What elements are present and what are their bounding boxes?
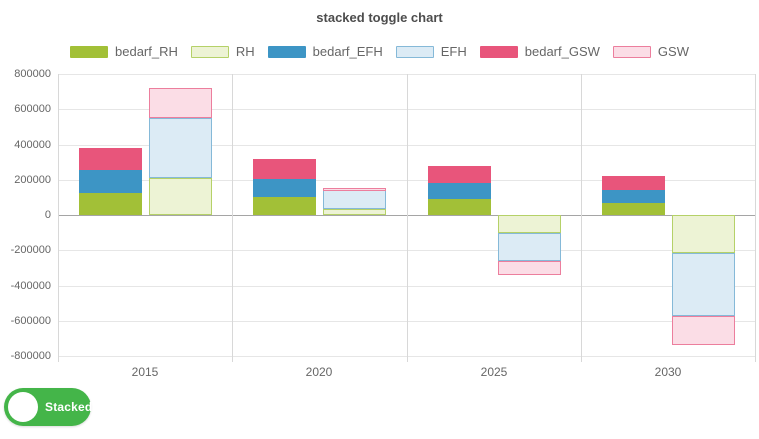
bar-segment-EFH-2030[interactable] xyxy=(672,253,735,316)
bar-segment-bedarf_EFH-2015[interactable] xyxy=(79,170,142,193)
toggle-knob-circle xyxy=(8,392,38,422)
y-gridline-800000 xyxy=(58,74,755,75)
bar-segment-bedarf_RH-2015[interactable] xyxy=(79,193,142,215)
chart-title: stacked toggle chart xyxy=(316,10,443,25)
bar-segment-bedarf_GSW-2025[interactable] xyxy=(428,166,491,183)
legend-swatch-RH xyxy=(190,45,229,58)
legend-item-RH[interactable]: RH xyxy=(190,44,255,59)
legend-label: bedarf_RH xyxy=(115,44,178,59)
y-gridline-600000 xyxy=(58,109,755,110)
bar-segment-bedarf_RH-2030[interactable] xyxy=(602,203,665,215)
bar-segment-RH-2020[interactable] xyxy=(323,209,386,215)
x-gridline xyxy=(581,74,582,362)
y-gridline--800000 xyxy=(58,356,755,357)
y-axis-tick-label: 0 xyxy=(44,209,51,221)
y-gridline--400000 xyxy=(58,286,755,287)
y-gridline--200000 xyxy=(58,250,755,251)
bar-segment-GSW-2020[interactable] xyxy=(323,188,386,191)
bar-segment-EFH-2015[interactable] xyxy=(149,118,212,178)
bar-segment-EFH-2020[interactable] xyxy=(323,190,386,209)
y-axis-tick-label: 600000 xyxy=(14,103,51,115)
y-axis-tick-label: -200000 xyxy=(10,244,51,256)
y-axis-tick-label: -800000 xyxy=(10,350,51,362)
bar-segment-bedarf_GSW-2015[interactable] xyxy=(79,148,142,170)
bar-segment-bedarf_RH-2025[interactable] xyxy=(428,199,491,215)
legend-item-bedarf_RH[interactable]: bedarf_RH xyxy=(70,45,178,58)
legend-swatch-GSW xyxy=(612,45,651,58)
bar-segment-bedarf_EFH-2030[interactable] xyxy=(602,190,665,203)
bar-segment-GSW-2015[interactable] xyxy=(149,88,212,118)
x-axis-tick-label-2015: 2015 xyxy=(131,365,159,379)
legend-swatch-bedarf_GSW xyxy=(479,45,518,58)
legend-item-bedarf_EFH[interactable]: bedarf_EFH xyxy=(267,44,383,59)
legend-label: EFH xyxy=(440,44,467,59)
legend: bedarf_RH RH bedarf_EFH EFH bedarf_GSW GSW xyxy=(0,45,759,58)
bar-segment-bedarf_GSW-2030[interactable] xyxy=(602,176,665,190)
bar-segment-RH-2025[interactable] xyxy=(498,215,561,233)
bar-segment-GSW-2030[interactable] xyxy=(672,316,735,345)
x-gridline xyxy=(58,74,59,362)
y-axis-tick-label: 200000 xyxy=(14,174,51,186)
y-gridline-0 xyxy=(58,215,755,216)
x-gridline xyxy=(407,74,408,362)
legend-item-GSW[interactable]: GSW xyxy=(612,44,689,59)
y-axis-tick-label: 400000 xyxy=(14,139,51,151)
bar-segment-bedarf_EFH-2025[interactable] xyxy=(428,183,491,199)
x-axis-tick-label-2030: 2030 xyxy=(654,365,682,379)
bar-segment-bedarf_EFH-2020[interactable] xyxy=(253,179,316,197)
legend-label: bedarf_GSW xyxy=(524,44,600,59)
bar-segment-RH-2015[interactable] xyxy=(149,178,212,215)
bar-segment-GSW-2025[interactable] xyxy=(498,261,561,275)
legend-label: RH xyxy=(235,44,255,59)
x-axis-tick-label-2020: 2020 xyxy=(305,365,333,379)
bar-segment-bedarf_GSW-2020[interactable] xyxy=(253,159,316,179)
legend-swatch-EFH xyxy=(395,45,434,58)
bar-segment-RH-2030[interactable] xyxy=(672,215,735,253)
legend-swatch-bedarf_EFH xyxy=(267,45,306,58)
legend-label: GSW xyxy=(657,44,689,59)
legend-item-EFH[interactable]: EFH xyxy=(395,44,467,59)
stacked-toggle[interactable]: Stacked xyxy=(4,388,93,426)
y-axis-tick-label: -400000 xyxy=(10,280,51,292)
legend-swatch-bedarf_RH xyxy=(70,45,109,58)
y-gridline-200000 xyxy=(58,180,755,181)
bar-segment-EFH-2025[interactable] xyxy=(498,233,561,261)
y-gridline--600000 xyxy=(58,321,755,322)
y-axis-tick-label: -600000 xyxy=(10,315,51,327)
y-gridline-400000 xyxy=(58,145,755,146)
toggle-label: Stacked xyxy=(45,400,93,414)
x-axis-tick-label-2025: 2025 xyxy=(480,365,508,379)
legend-label: bedarf_EFH xyxy=(312,44,383,59)
x-gridline xyxy=(755,74,756,362)
legend-item-bedarf_GSW[interactable]: bedarf_GSW xyxy=(479,44,600,59)
bar-segment-bedarf_RH-2020[interactable] xyxy=(253,196,316,215)
y-axis-tick-label: 800000 xyxy=(14,68,51,80)
x-gridline xyxy=(232,74,233,362)
